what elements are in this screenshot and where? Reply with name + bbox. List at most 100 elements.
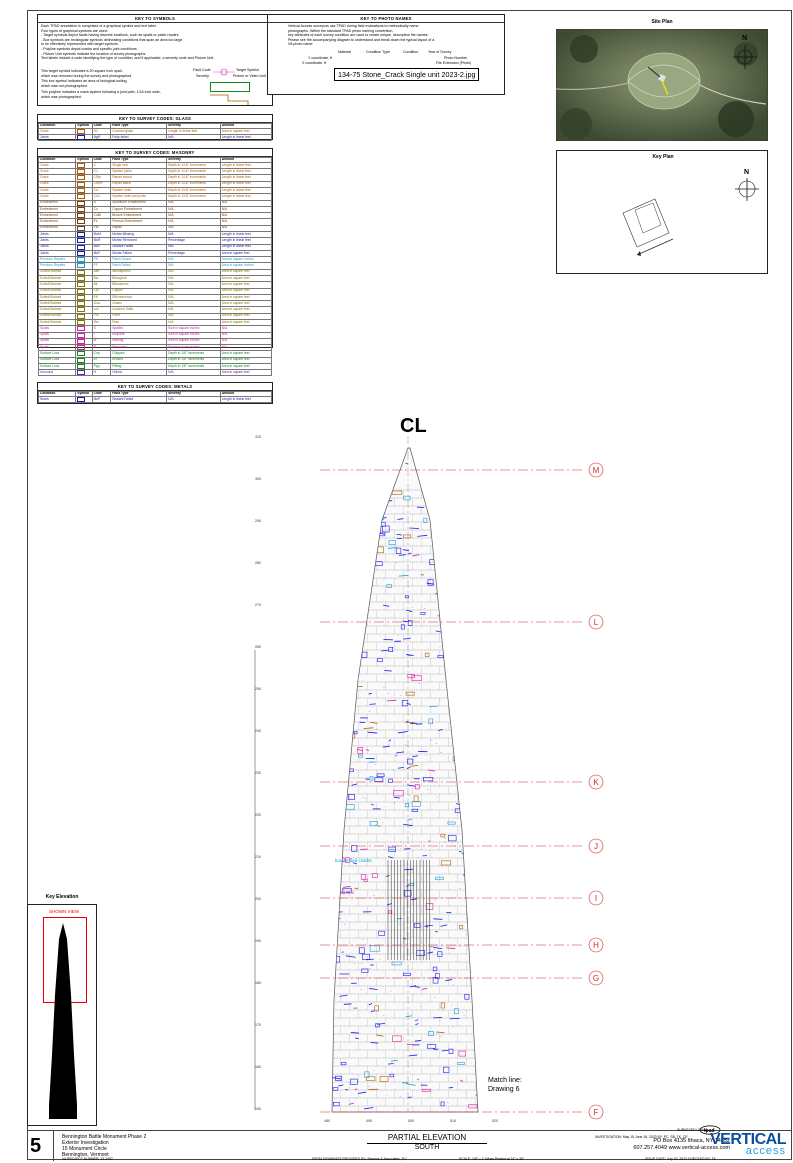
polyline-symbol-icon [210,94,249,105]
masonry-symbol-swatch [75,274,93,283]
svg-text:~: ~ [375,822,377,826]
svg-text:~: ~ [338,484,340,488]
symbols-key-title: KEY TO SYMBOLS [38,15,272,23]
masonry-row: Joints MoF Mortar Failed Percentage Area in … [37,249,273,258]
svg-text:~: ~ [453,983,455,987]
svg-text:~: ~ [467,947,469,951]
svg-text:~: ~ [373,894,375,898]
svg-text:~: ~ [383,490,385,494]
svg-text:~: ~ [434,995,436,999]
x-tick-label: 510 [450,1119,456,1123]
elevation-grid-lines: M L K J I H G F [320,462,604,1120]
svg-text:~: ~ [375,763,377,767]
symbol-swatch-icon [77,333,86,338]
metals-cell-c: Seam [37,395,77,404]
y-tick-label: 260 [255,645,261,649]
photo-key-text: Vertical Access surveyors use TPAD durin… [288,24,435,47]
svg-text:~: ~ [368,1084,370,1088]
symbols-key-panel: KEY TO SYMBOLS Each TPAD annotation is c… [37,14,273,106]
svg-text:~: ~ [477,515,479,519]
svg-text:~: ~ [382,743,384,747]
symbol-swatch-icon [77,257,86,262]
symbol-swatch-icon [77,276,86,281]
ycoord-label: Y coordinate, ft [308,56,333,60]
svg-text:~: ~ [395,561,397,565]
svg-text:~: ~ [439,697,441,701]
glass-row: Joints MgR Putty failed N/A Length in linear… [37,134,273,142]
masonry-cell-fault: Hollow [110,369,168,377]
svg-text:~: ~ [360,988,362,992]
svg-text:~: ~ [449,647,451,651]
masonry-symbol-swatch [75,230,93,239]
svg-text:~: ~ [439,644,441,648]
symbol-swatch-icon [77,163,86,168]
symbol-swatch-icon [77,307,86,313]
svg-text:~: ~ [423,987,425,991]
masonry-symbol-swatch [75,218,93,226]
symbol-swatch-icon [77,169,86,174]
masonry-symbol-swatch [75,350,93,358]
xcoord-label: X coordinate, ft [302,61,327,65]
svg-text:~: ~ [461,568,463,572]
drawing-scale: SCALE: 1/8" = 1' When Printed at 24" x 3… [459,1157,525,1161]
picture-unit-label: Picture or Video Unit [233,74,266,78]
masonry-symbol-swatch [75,356,93,364]
y-tick-label: 270 [255,603,261,607]
masonry-row: Crack CRprF Repair failed Depth in 1/16" in… [37,180,273,189]
masonry-symbol-swatch [75,262,93,270]
svg-text:~: ~ [409,793,411,797]
masonry-symbol-swatch [75,168,93,176]
x-tick-label: 500 [408,1119,414,1123]
masonry-symbol-swatch [75,331,93,339]
condition-label: Condition [403,50,419,54]
x-tick-label: 490 [366,1119,372,1123]
masonry-row: Soiled/Stained Atm Atmospheric N/A Area in s… [37,268,273,276]
y-tick-label: 150 [255,1107,261,1111]
symbol-swatch-icon [77,370,86,375]
symbol-swatch-icon [77,295,86,300]
svg-text:~: ~ [334,544,336,548]
svg-text:~: ~ [434,898,436,902]
svg-text:~: ~ [400,693,402,697]
glass-codes-title: KEY TO SURVEY CODES: GLASS [38,115,272,123]
metals-codes-panel: KEY TO SURVEY CODES: METALS Condition Sym… [37,382,273,404]
key-plan-drawing [622,198,674,256]
svg-text:~: ~ [440,750,442,754]
grid-label-I: I [595,894,597,903]
masonry-symbol-swatch [75,193,93,201]
svg-text:~: ~ [387,743,389,747]
svg-text:~: ~ [449,504,451,508]
masonry-symbol-swatch [75,205,93,214]
glass-symbol-swatch [75,134,93,142]
masonry-codes-title: KEY TO SURVEY CODES: MASONRY [38,149,272,157]
match-line-label-2: Drawing 6 [488,1086,520,1093]
metals-cell-sev: N/A [166,395,221,404]
drawing-title-block: PARTIAL ELEVATION SOUTH [367,1133,487,1151]
svg-text:~: ~ [382,820,384,824]
masonry-symbol-swatch [75,281,93,289]
target-symbol-icon [213,68,235,76]
masonry-row: Spalls R Removed Size in square inches N/A [37,344,273,352]
masonry-symbol-swatch [75,337,93,346]
y-tick-label: 220 [255,813,261,817]
shown-view-label: SHOWN VIEW [49,909,79,914]
svg-text:~: ~ [477,811,479,815]
svg-text:~: ~ [354,659,356,663]
svg-text:~: ~ [452,1024,454,1028]
key-plan-north-arrow-icon [735,178,759,201]
metals-codes-table: Condition Symbol Code Fault Type Severity Amo… [37,391,273,404]
symbol-swatch-icon [77,182,86,187]
masonry-row: Unsound H Hollow N/A Area in square feet [37,369,273,377]
svg-text:~: ~ [407,800,409,804]
y-tick-label: 170 [255,1023,261,1027]
svg-text:~: ~ [350,857,352,861]
svg-text:~: ~ [344,922,346,926]
svg-text:~: ~ [384,804,386,808]
photo-key-title: KEY TO PHOTO NAMES [268,15,504,23]
svg-text:~: ~ [348,932,350,936]
match-line-label-1: Match line: [488,1077,522,1084]
monument-silhouette-icon [49,923,77,1119]
svg-text:~: ~ [376,727,378,731]
sheet-number: 5 [30,1135,42,1157]
site-plan-aerial [556,29,768,141]
